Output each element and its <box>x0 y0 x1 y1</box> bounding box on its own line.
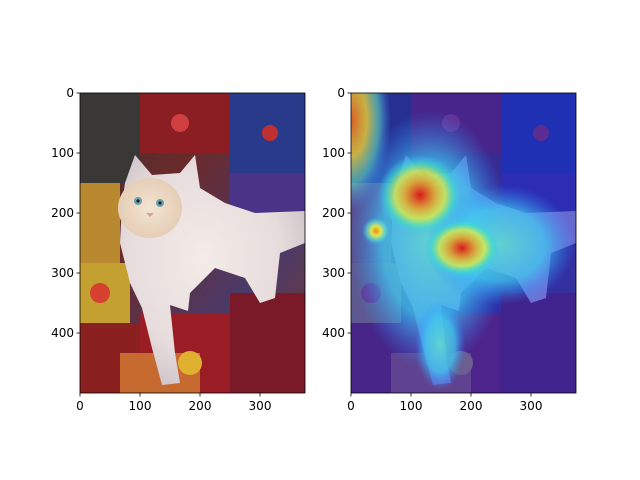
y-tick-label: 300 <box>322 266 345 280</box>
right-ticks: 0 100 200 300 0 100 200 300 400 <box>322 86 542 413</box>
cat-photo <box>80 93 305 393</box>
y-tick-label: 0 <box>66 86 74 100</box>
x-tick-label: 300 <box>249 399 272 413</box>
heatmap-hotspot <box>378 155 462 235</box>
y-tick-label: 100 <box>51 146 74 160</box>
heatmap-region <box>415 300 465 390</box>
x-tick-label: 200 <box>189 399 212 413</box>
left-axes: 0 100 200 300 0 100 200 300 400 <box>51 86 306 413</box>
x-tick-label: 0 <box>347 399 355 413</box>
right-axes-frame <box>350 92 577 394</box>
heatmap-hotspot <box>362 217 390 245</box>
y-tick-label: 200 <box>51 206 74 220</box>
x-tick-label: 200 <box>460 399 483 413</box>
x-tick-label: 0 <box>76 399 84 413</box>
y-tick-label: 0 <box>337 86 345 100</box>
y-tick-label: 300 <box>51 266 74 280</box>
x-tick-label: 100 <box>129 399 152 413</box>
y-tick-label: 200 <box>322 206 345 220</box>
y-tick-label: 100 <box>322 146 345 160</box>
left-ticks: 0 100 200 300 0 100 200 300 400 <box>51 86 271 413</box>
x-tick-label: 100 <box>400 399 423 413</box>
right-axes: 0 100 200 300 0 100 200 300 400 <box>322 86 577 413</box>
heatmap-layer <box>351 93 575 390</box>
y-tick-label: 400 <box>322 326 345 340</box>
x-tick-label: 300 <box>520 399 543 413</box>
heatmap-hotspot <box>424 218 500 278</box>
left-axes-frame <box>79 92 306 394</box>
y-tick-label: 400 <box>51 326 74 340</box>
